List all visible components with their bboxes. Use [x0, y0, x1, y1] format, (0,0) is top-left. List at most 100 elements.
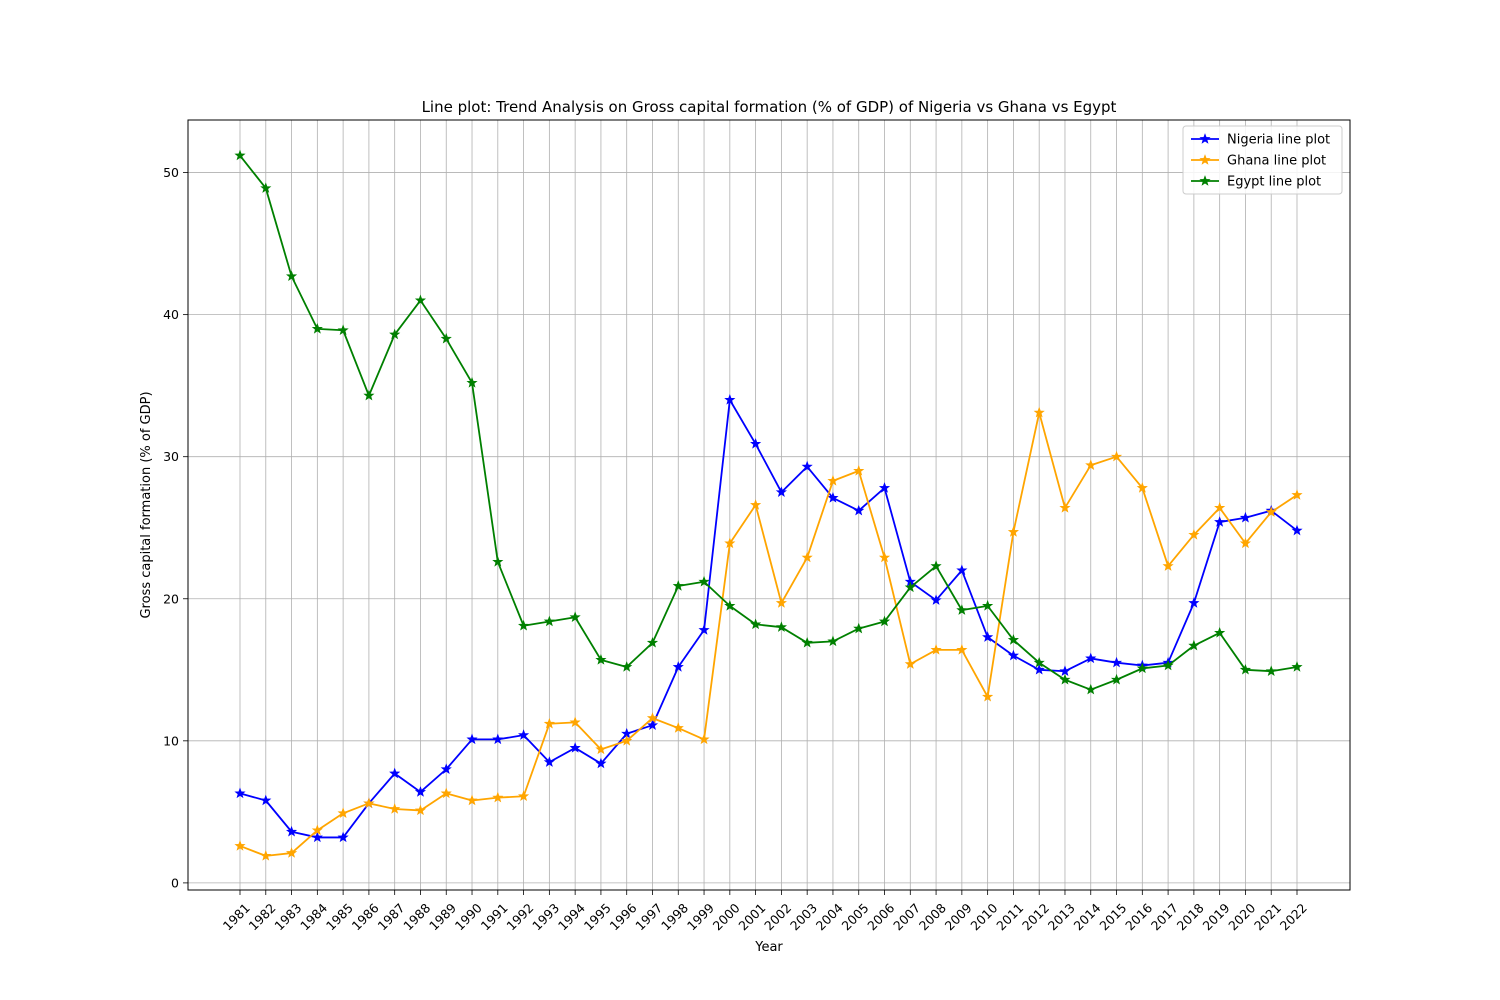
data-point: [1110, 450, 1123, 462]
data-point: [595, 653, 607, 665]
x-tick-label: 1991: [478, 900, 511, 933]
data-point: [1033, 656, 1045, 668]
data-point: [775, 621, 787, 632]
data-point: [646, 636, 659, 648]
data-point: [878, 482, 891, 493]
data-point: [801, 551, 813, 563]
data-point: [595, 757, 607, 769]
data-point: [646, 719, 659, 730]
data-point: [956, 644, 968, 655]
data-point: [492, 791, 504, 803]
data-point: [518, 619, 530, 631]
x-tick-label: 2008: [916, 900, 949, 933]
series-ghana: [234, 406, 1303, 861]
data-point: [1007, 634, 1019, 645]
data-point: [930, 644, 942, 655]
data-point: [982, 631, 994, 642]
data-point: [698, 575, 710, 587]
data-point: [466, 794, 478, 806]
x-tick-label: 2019: [1199, 900, 1232, 933]
data-point: [466, 733, 478, 745]
data-point: [1110, 673, 1123, 685]
data-point: [1007, 526, 1019, 537]
x-tick-label: 2003: [787, 900, 820, 933]
y-axis-ticks: 0 10 20 30 40 50: [163, 165, 188, 890]
data-point: [1059, 665, 1071, 676]
legend-marker: [1199, 154, 1211, 165]
x-axis-label: Year: [754, 940, 783, 955]
x-tick-label: 2000: [710, 900, 743, 933]
data-point: [569, 716, 581, 728]
x-tick-label: 1985: [323, 900, 356, 933]
data-point: [466, 376, 478, 388]
data-point: [724, 600, 736, 611]
x-tick-label: 2005: [839, 900, 872, 933]
legend: Nigeria line plot Ghana line plot Egypt li…: [1182, 125, 1343, 195]
y-tick-label: 30: [163, 449, 179, 464]
x-tick-label: 2017: [1148, 900, 1181, 933]
data-point: [234, 787, 246, 799]
data-point: [440, 787, 452, 799]
data-point: [827, 492, 839, 503]
data-point: [1291, 489, 1303, 500]
data-point: [750, 618, 762, 630]
data-point: [775, 597, 787, 608]
data-point: [285, 825, 298, 837]
x-tick-label: 1984: [297, 900, 330, 933]
plot-area-frame: [187, 119, 1351, 891]
x-tick-label: 1982: [246, 900, 279, 933]
grid: [188, 120, 1350, 890]
data-point: [285, 847, 298, 858]
data-point: [621, 734, 633, 746]
data-point: [982, 690, 994, 702]
data-point: [724, 537, 736, 549]
data-point: [930, 560, 942, 571]
x-tick-label: 2009: [942, 900, 975, 933]
legend-box: [1182, 125, 1343, 195]
data-point: [595, 743, 607, 755]
data-point: [956, 564, 968, 576]
data-point: [878, 551, 891, 563]
data-point: [1033, 406, 1045, 418]
x-tick-label: 1988: [400, 900, 433, 933]
data-point: [414, 294, 427, 306]
x-tick-label: 1983: [271, 900, 304, 933]
y-axis-label: Gross capital formation (% of GDP): [139, 391, 154, 618]
data-point: [260, 794, 272, 806]
data-point: [1188, 528, 1200, 540]
series-layer: [234, 149, 1303, 861]
y-tick-label: 10: [163, 733, 179, 748]
data-point: [724, 394, 736, 405]
x-tick-label: 2020: [1225, 900, 1258, 933]
series-line: [239, 154, 1298, 691]
y-tick-label: 50: [163, 165, 179, 180]
x-tick-label: 1992: [503, 900, 536, 933]
x-tick-label: 2021: [1251, 900, 1284, 933]
y-tick-label: 40: [163, 307, 179, 322]
data-point: [234, 149, 246, 161]
y-tick-label: 20: [163, 591, 179, 606]
data-point: [1239, 663, 1252, 675]
data-point: [1239, 511, 1252, 523]
x-tick-label: 2018: [1174, 900, 1207, 933]
x-tick-label: 2016: [1122, 900, 1155, 933]
data-point: [518, 729, 530, 740]
x-tick-label: 2011: [993, 900, 1026, 933]
data-point: [260, 850, 272, 861]
data-point: [311, 322, 323, 334]
data-point: [518, 790, 530, 801]
data-point: [569, 742, 581, 753]
data-point: [1214, 627, 1226, 638]
data-point: [311, 824, 323, 836]
data-point: [311, 831, 323, 843]
data-point: [1110, 656, 1123, 668]
data-point: [698, 624, 710, 635]
data-point: [337, 831, 349, 843]
data-point: [672, 661, 684, 672]
data-point: [414, 786, 427, 797]
data-point: [492, 733, 504, 745]
legend-label: Ghana line plot: [1227, 154, 1326, 169]
data-point: [1188, 639, 1200, 651]
data-point: [1085, 652, 1097, 664]
